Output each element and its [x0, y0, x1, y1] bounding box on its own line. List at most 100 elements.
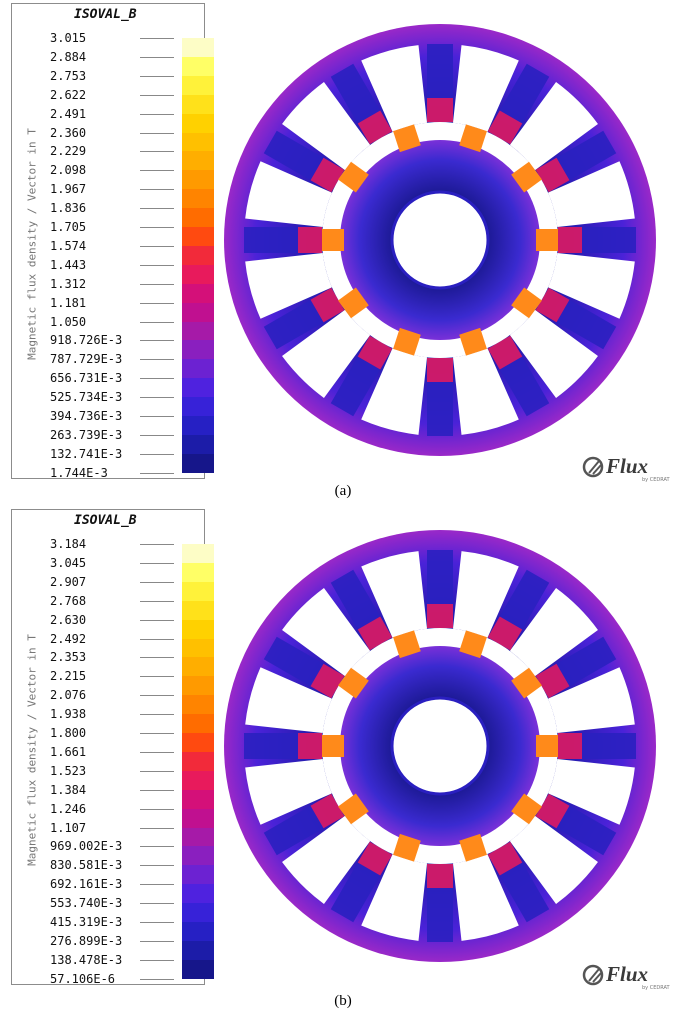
stator-slot [548, 252, 635, 319]
legend-tick-line [140, 884, 174, 886]
legend-tick-line [140, 132, 174, 134]
stator-slot [245, 758, 332, 825]
legend-tick-line [140, 208, 174, 210]
legend-color-swatch [182, 770, 214, 791]
stator-slot [452, 45, 519, 132]
stator-slot [452, 348, 519, 435]
legend-color-swatch [182, 638, 214, 658]
legend-tick-label: 276.899E-3 [50, 933, 123, 948]
stator-tooth-tip [427, 98, 453, 122]
legend-tick-line [140, 600, 174, 602]
stator-tooth-tip [487, 335, 523, 370]
legend-tick-line [140, 751, 174, 753]
legend-tick-line [140, 378, 174, 380]
legend-tick-line [140, 38, 174, 39]
stator-tooth-tip [558, 227, 582, 253]
legend-color-swatch [182, 113, 214, 134]
legend-color-swatch [182, 676, 214, 696]
legend-tick-label: 2.215 [50, 669, 87, 684]
stator-slot [361, 854, 428, 941]
legend-tick-label: 2.491 [50, 106, 87, 121]
legend-color-swatch [182, 245, 214, 266]
legend-tick-label: 692.161E-3 [50, 877, 123, 892]
legend-tick-line [140, 827, 174, 829]
legend-tick-line [140, 245, 174, 247]
legend-tick-label: 969.002E-3 [50, 839, 123, 854]
legend-color-swatch [182, 75, 214, 96]
legend-tick-label: 1.523 [50, 763, 87, 778]
caption-a: (a) [334, 483, 352, 499]
legend-tick-label: 1.800 [50, 726, 87, 740]
flux-logo: Flux by CEDRAT [582, 962, 682, 991]
legend-color-swatch [182, 264, 214, 285]
legend-tick-label: 57.106E-6 [50, 971, 116, 986]
stator-slot [509, 815, 598, 904]
legend-tick-line [140, 676, 174, 678]
legend-tick-line [140, 227, 174, 228]
stator-tooth-tip [357, 335, 393, 370]
stator-tooth-tip [535, 793, 570, 829]
flux-logo-text: Flux [606, 962, 649, 986]
legend-tick-line [140, 340, 174, 342]
legend-tick-line [140, 714, 174, 716]
legend-tick-label: 1.967 [50, 182, 87, 197]
rotor-pole [338, 793, 369, 825]
legend-color-swatch [182, 544, 214, 564]
legend-color-swatch [182, 619, 214, 640]
legend-tick-line [140, 283, 174, 285]
legend-tick-label: 1.574 [50, 238, 87, 253]
rotor-pole [338, 287, 369, 319]
legend-tick-label: 2.353 [50, 650, 87, 665]
legend-color-swatch [182, 846, 214, 866]
legend-tick-line [140, 453, 174, 455]
caption-b: (b) [334, 993, 352, 1009]
rotor-pole [393, 124, 421, 153]
flux-logo-sub: by CEDRAT [642, 477, 670, 483]
legend-tick-label: 3.184 [50, 537, 87, 551]
legend-tick-label: 1.661 [50, 744, 87, 759]
legend-tick-line [140, 657, 174, 659]
legend-color-swatch [182, 416, 214, 436]
legend-tick-line [140, 733, 174, 734]
legend-tick-line [140, 544, 174, 545]
legend-tick-line [140, 472, 174, 474]
stator-tooth-tip [427, 358, 453, 382]
legend-tick-label: 1.181 [50, 295, 87, 310]
legend-color-swatch [182, 808, 214, 829]
legend-tick-line [140, 189, 174, 191]
legend-title: ISOVAL_B [74, 513, 137, 528]
legend-tick-label: 830.581E-3 [50, 858, 123, 873]
legend-color-swatch [182, 695, 214, 715]
legend-color-swatch [182, 884, 214, 904]
legend-color-swatch [182, 714, 214, 734]
stator-tooth-tip [487, 110, 523, 145]
legend-color-swatch [182, 132, 214, 152]
legend-tick-label: 415.319E-3 [50, 915, 123, 929]
rotor-pole [511, 793, 542, 825]
legend-tick-line [140, 922, 174, 923]
legend-color-swatch [182, 940, 214, 961]
flux-logo: Flux by CEDRAT [582, 454, 682, 483]
legend-color-swatch [182, 959, 214, 980]
legend-tick-label: 3.015 [50, 31, 87, 45]
legend-color-swatch [182, 283, 214, 304]
stator-slot [245, 161, 332, 228]
rotor-pole [393, 327, 421, 356]
legend-tick-label: 525.734E-3 [50, 390, 123, 405]
legend-tick-line [140, 170, 174, 172]
stator-tooth-tip [535, 287, 570, 323]
stator-slot [282, 82, 371, 171]
legend-color-swatch [182, 321, 214, 341]
legend-tick-line [140, 94, 174, 96]
stator-tooth-tip [310, 793, 345, 829]
legend-tick-label: 1.107 [50, 820, 87, 835]
legend-tick-line [140, 959, 174, 961]
rotor-pole [459, 124, 487, 153]
legend-tick-line [140, 903, 174, 905]
rotor-pole [322, 229, 344, 251]
legend-color-swatch [182, 434, 214, 455]
legend-tick-label: 263.739E-3 [50, 427, 123, 442]
legend-tick-label: 2.360 [50, 125, 87, 140]
legend-tick-label: 553.740E-3 [50, 896, 123, 911]
stator-slot [548, 758, 635, 825]
